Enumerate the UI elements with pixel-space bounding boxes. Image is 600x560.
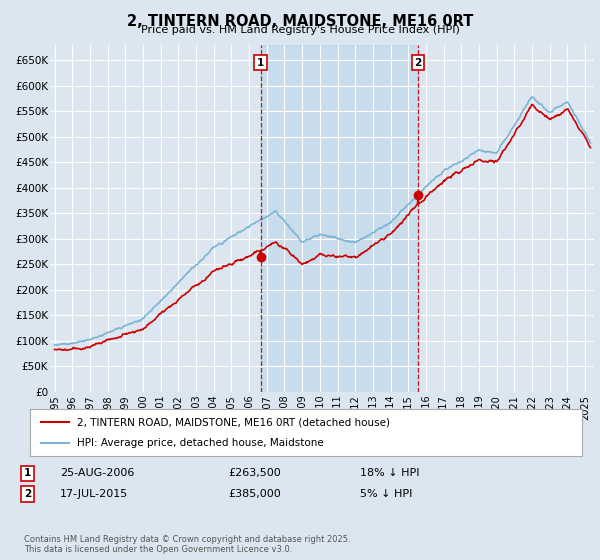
Text: £385,000: £385,000	[228, 489, 281, 499]
Text: 25-AUG-2006: 25-AUG-2006	[60, 468, 134, 478]
Text: 2: 2	[414, 58, 421, 68]
Bar	[260, 45, 418, 392]
Text: HPI: Average price, detached house, Maidstone: HPI: Average price, detached house, Maid…	[77, 438, 323, 448]
Text: 17-JUL-2015: 17-JUL-2015	[60, 489, 128, 499]
Text: 2, TINTERN ROAD, MAIDSTONE, ME16 0RT: 2, TINTERN ROAD, MAIDSTONE, ME16 0RT	[127, 14, 473, 29]
Text: Price paid vs. HM Land Registry's House Price Index (HPI): Price paid vs. HM Land Registry's House …	[140, 25, 460, 35]
Text: 1: 1	[24, 468, 31, 478]
Text: 2: 2	[24, 489, 31, 499]
Text: 5% ↓ HPI: 5% ↓ HPI	[360, 489, 412, 499]
Text: 18% ↓ HPI: 18% ↓ HPI	[360, 468, 419, 478]
Text: 2, TINTERN ROAD, MAIDSTONE, ME16 0RT (detached house): 2, TINTERN ROAD, MAIDSTONE, ME16 0RT (de…	[77, 417, 390, 427]
Text: 1: 1	[257, 58, 264, 68]
Text: Contains HM Land Registry data © Crown copyright and database right 2025.
This d: Contains HM Land Registry data © Crown c…	[24, 535, 350, 554]
Text: £263,500: £263,500	[228, 468, 281, 478]
